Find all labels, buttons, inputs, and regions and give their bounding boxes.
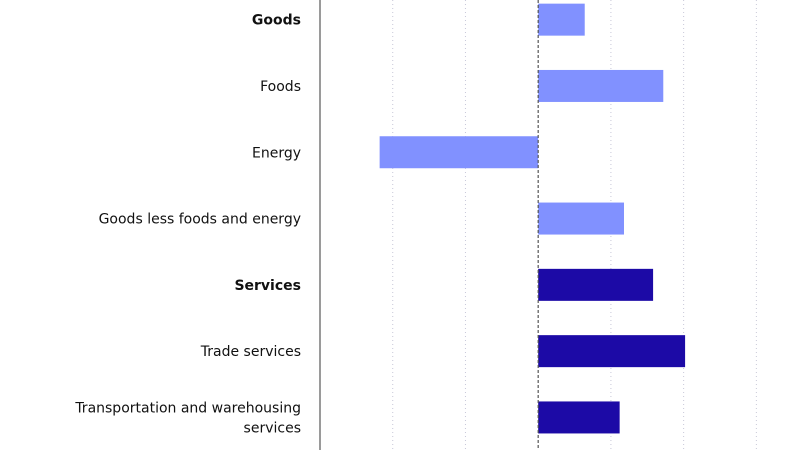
category-label: Goods less foods and energy bbox=[99, 212, 301, 228]
bar bbox=[538, 69, 664, 102]
bar bbox=[538, 3, 585, 36]
category-label: Goods bbox=[252, 13, 301, 29]
category-label: Energy bbox=[252, 145, 301, 161]
category-label: Transportation and warehousing services bbox=[74, 400, 301, 436]
label-layer: Goods Foods Energy Goods less foods and ene… bbox=[74, 13, 301, 437]
bar bbox=[379, 136, 539, 169]
bar-layer bbox=[379, 3, 686, 434]
bar bbox=[538, 268, 654, 301]
category-label: Services bbox=[234, 278, 301, 294]
bar bbox=[538, 335, 686, 368]
bar bbox=[538, 202, 624, 235]
bar bbox=[538, 401, 620, 434]
category-label: Foods bbox=[260, 79, 301, 95]
category-label: Trade services bbox=[200, 344, 301, 360]
